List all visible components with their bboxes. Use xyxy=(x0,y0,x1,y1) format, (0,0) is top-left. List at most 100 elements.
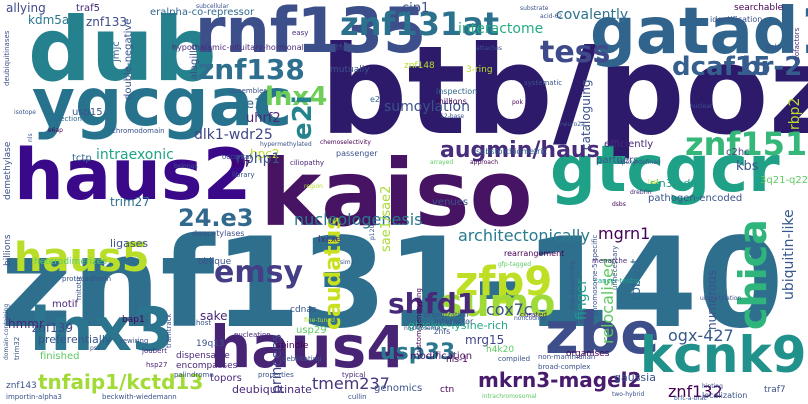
cloud-word: debilitating xyxy=(282,355,322,363)
cloud-word: sumo xyxy=(440,281,556,325)
cloud-word: nucleosome xyxy=(404,325,441,332)
cloud-word: rnf135 xyxy=(195,0,427,67)
cloud-word: znfs xyxy=(434,327,451,336)
cloud-word: znf148 xyxy=(404,61,435,71)
cloud-word: eralpha-co-repressor xyxy=(150,7,255,18)
cloud-word: hela xyxy=(766,43,781,51)
cloud-word: ciliopathy xyxy=(290,159,325,167)
cloud-word: dcaf15 xyxy=(672,52,772,82)
cloud-word: mgrn1 xyxy=(598,224,651,243)
cloud-word: allying xyxy=(6,1,46,15)
cloud-word: znf132 xyxy=(668,382,723,401)
cloud-word: identification xyxy=(710,15,763,24)
cloud-word: pathogen-encoded xyxy=(648,193,743,204)
cloud-word: chemoselectivity xyxy=(320,139,371,146)
cloud-word: kif7 xyxy=(232,159,251,170)
cloud-word: ctn xyxy=(440,385,455,395)
cloud-word: cullin xyxy=(348,393,367,401)
cloud-word: lnx4 xyxy=(265,82,328,112)
cloud-word: curated xyxy=(520,311,547,319)
cloud-word: noncoding xyxy=(514,315,546,322)
cloud-word: easy xyxy=(292,29,309,37)
cloud-word: jmjc xyxy=(111,41,122,62)
cloud-word: compiled xyxy=(498,355,531,363)
cloud-word: acid-62 xyxy=(540,13,563,20)
cloud-word: epoxy-defined xyxy=(618,159,661,166)
cloud-word: lnx3 xyxy=(30,295,174,365)
cloud-word: ps2 xyxy=(90,345,101,352)
cloud-word: tnfaip1/kctd13 xyxy=(38,370,204,394)
cloud-word: sake xyxy=(200,309,228,323)
cloud-word: architectonically xyxy=(458,226,590,245)
cloud-word: substoichiometric xyxy=(476,147,548,156)
cloud-word: cdnas xyxy=(290,305,317,315)
cloud-word: zfp9 xyxy=(455,259,553,305)
cloud-word: znf138 xyxy=(198,53,305,86)
cloud-word: alagille xyxy=(189,44,200,80)
cloud-word: domain-containing xyxy=(3,303,10,360)
cloud-word: isotope xyxy=(14,109,36,116)
cloud-word: gfp-tagged xyxy=(498,261,532,268)
cloud-word: attaches xyxy=(476,45,502,52)
cloud-word: modification xyxy=(410,351,473,362)
cloud-word: neuro2a xyxy=(560,121,585,128)
cloud-word: c2hc xyxy=(726,147,750,158)
cloud-word: chromodomain xyxy=(112,127,165,135)
cloud-word: dub xyxy=(28,0,217,101)
cloud-word: motif xyxy=(52,299,79,310)
cloud-word: kcnk9 xyxy=(640,326,807,384)
cloud-word: e1 xyxy=(246,97,263,112)
cloud-word: nuclear xyxy=(690,103,713,110)
cloud-word: tramtrack xyxy=(165,313,173,348)
cloud-word: cancer-testis xyxy=(594,277,639,285)
cloud-word: intraexonic xyxy=(96,147,174,163)
cloud-word: topors xyxy=(210,373,242,384)
cloud-word: covalently xyxy=(556,7,629,23)
cloud-word: prioritization xyxy=(424,311,469,319)
cloud-word: cox7c xyxy=(486,300,533,319)
cloud-word: substrate xyxy=(520,5,549,12)
cloud-word: ogx-427 xyxy=(668,326,734,345)
cloud-word: tmem237 xyxy=(312,374,390,393)
cloud-word: custom-genotyping xyxy=(415,288,423,356)
cloud-word: menarche xyxy=(592,257,628,265)
cloud-word: mkrn3-magel2 xyxy=(478,368,642,392)
cloud-word: typical xyxy=(342,371,366,379)
cloud-word: cip1 xyxy=(402,1,430,16)
cloud-word: sim1 xyxy=(340,259,355,266)
cloud-word: genomics xyxy=(374,383,423,394)
cloud-word: billions xyxy=(3,234,13,266)
cloud-word: hmmr xyxy=(8,317,44,331)
cloud-word: znf143 xyxy=(6,381,37,391)
cloud-word: rbp2 xyxy=(787,97,803,130)
cloud-word: usp15 xyxy=(72,107,103,118)
cloud-word: heterodimerizes xyxy=(34,257,107,267)
cloud-word: e6ap xyxy=(48,127,63,134)
cloud-word: encompasses xyxy=(176,361,238,371)
cloud-word: organises xyxy=(566,349,610,359)
cloud-word: finger xyxy=(574,279,590,320)
cloud-word: znf151 xyxy=(685,125,808,163)
cloud-word: subcellular xyxy=(196,3,229,10)
cloud-word: belongs xyxy=(174,163,198,170)
cloud-word: usp29 xyxy=(296,325,327,336)
cloud-word: interactome xyxy=(458,21,544,37)
cloud-word: uhrf2 xyxy=(246,111,281,126)
cloud-word: kaiso xyxy=(260,140,533,247)
cloud-word: nucleation xyxy=(234,331,271,339)
cloud-word: zbe xyxy=(545,299,660,367)
cloud-word: cofactors xyxy=(793,27,801,60)
cloud-word: drebrin xyxy=(630,189,652,196)
cloud-word: trim27 xyxy=(110,195,150,209)
cloud-word: chromosome-5-specific xyxy=(591,234,599,316)
cloud-word: shfd1 xyxy=(388,287,477,320)
cloud-word: traf7 xyxy=(764,385,786,395)
cloud-word: venues xyxy=(432,197,469,208)
cloud-word: tctp xyxy=(72,153,92,164)
cloud-word: 3-ring xyxy=(466,65,493,75)
cloud-word: znf133 xyxy=(86,15,128,29)
cloud-word: sumoylation xyxy=(384,99,470,115)
cloud-word: 24.e3 xyxy=(178,204,254,232)
cloud-word: hypothalamic-pituitary-hormonal xyxy=(172,43,304,52)
